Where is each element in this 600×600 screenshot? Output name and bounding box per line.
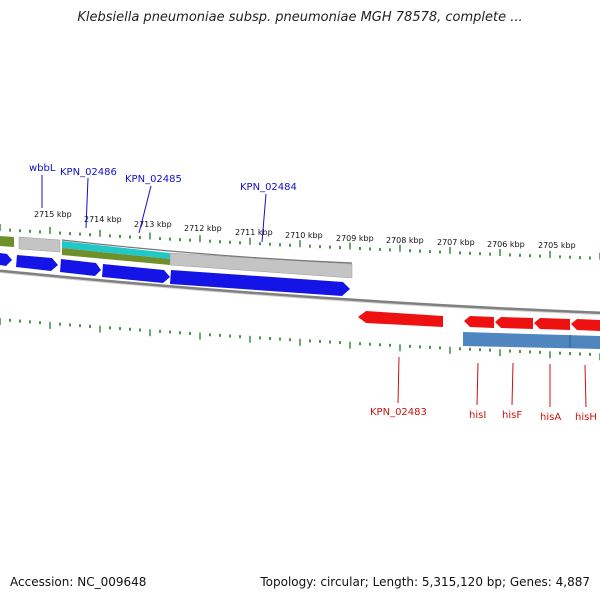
scale-label: 2715 kbp [34, 210, 72, 219]
leader-line [511, 362, 514, 406]
forward-gene-arrow[interactable] [102, 264, 170, 283]
gene-label-wbbL[interactable]: wbbL [29, 163, 56, 174]
gene-label-KPN_02486[interactable]: KPN_02486 [60, 167, 117, 178]
reverse-gene-arrow[interactable] [534, 318, 570, 330]
forward-gene-labels: wbbL KPN_02486 KPN_02485 KPN_02484 [29, 163, 297, 193]
feature-olive-segment[interactable] [0, 236, 14, 247]
feature-olive-segment[interactable] [62, 248, 170, 265]
scale-ticks-top [0, 224, 600, 260]
leader-line [138, 185, 152, 234]
forward-gene-arrow[interactable] [170, 270, 350, 296]
scale-label: 2706 kbp [487, 240, 525, 249]
forward-gene-arrow[interactable] [16, 255, 58, 271]
feature-track-rim [61, 239, 353, 264]
scale-label: 2705 kbp [538, 241, 576, 250]
scale-labels: 2715 kbp 2714 kbp 2713 kbp 2712 kbp 2711… [34, 210, 576, 250]
gene-label-KPN_02485[interactable]: KPN_02485 [125, 174, 182, 185]
forward-gene-arrow[interactable] [60, 259, 101, 276]
genome-backbone [0, 269, 600, 315]
reverse-gene-labels: KPN_02483 hisI hisF hisA hisH [370, 407, 597, 423]
reverse-leaders [397, 356, 587, 408]
genome-summary: Topology: circular; Length: 5,315,120 bp… [260, 575, 590, 589]
scale-label: 2707 kbp [437, 238, 475, 247]
scale-label: 2711 kbp [235, 228, 273, 237]
gene-label-hisF[interactable]: hisF [502, 410, 522, 421]
gene-label-KPN_02483[interactable]: KPN_02483 [370, 407, 427, 418]
scale-label: 2708 kbp [386, 236, 424, 245]
gene-label-hisI[interactable]: hisI [469, 410, 486, 421]
forward-leaders [41, 175, 267, 243]
feature-steel-segment[interactable] [463, 332, 600, 349]
scale-label: 2713 kbp [134, 220, 172, 229]
leader-line [476, 362, 479, 406]
scale-label: 2712 kbp [184, 224, 222, 233]
gene-label-hisH[interactable]: hisH [575, 412, 597, 423]
genome-backbone-highlight [0, 272, 600, 315]
map-title: Klebsiella pneumoniae subsp. pneumoniae … [77, 10, 523, 25]
feature-track [0, 236, 353, 279]
leader-line [397, 356, 400, 404]
reverse-gene-arrow[interactable] [358, 311, 443, 327]
scale-label: 2710 kbp [285, 231, 323, 240]
scale-label: 2714 kbp [84, 215, 122, 224]
accession-label: Accession: NC_009648 [10, 575, 147, 589]
gene-label-hisA[interactable]: hisA [540, 412, 561, 423]
reverse-gene-arrow[interactable] [495, 317, 533, 329]
scale-label: 2709 kbp [336, 234, 374, 243]
leader-line [261, 193, 267, 243]
reverse-gene-arrow[interactable] [571, 319, 600, 331]
reverse-genes [358, 311, 600, 331]
scale-ticks-bottom [0, 318, 600, 361]
feature-cyan-segment[interactable] [62, 241, 170, 259]
leader-line [584, 364, 587, 408]
reverse-gene-arrow[interactable] [464, 316, 494, 328]
leader-line [85, 177, 89, 229]
forward-genes [0, 253, 350, 296]
forward-gene-arrow[interactable] [0, 253, 12, 266]
gene-label-KPN_02484[interactable]: KPN_02484 [240, 182, 297, 193]
feature-gray-segment[interactable] [18, 236, 61, 253]
